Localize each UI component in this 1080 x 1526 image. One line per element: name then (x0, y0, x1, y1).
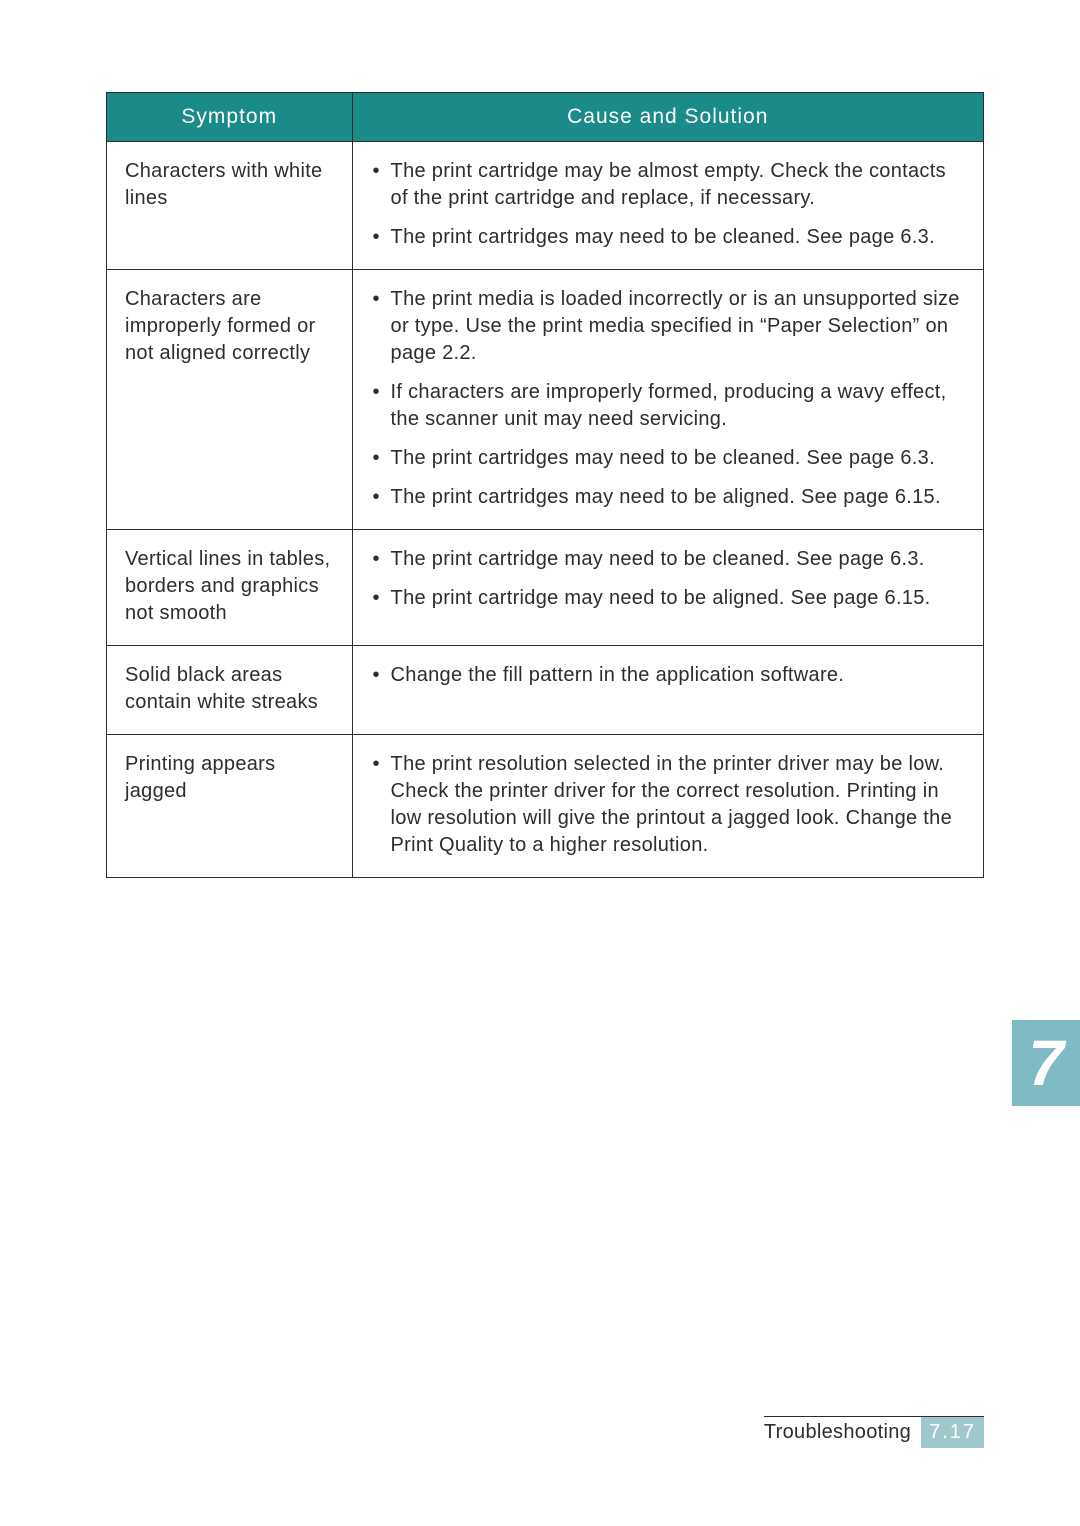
solution-item: The print cartridge may need to be clean… (371, 546, 961, 573)
page-footer: Troubleshooting 7.17 (0, 1416, 1080, 1448)
footer-group: Troubleshooting 7.17 (764, 1416, 984, 1448)
cause-cell: Change the fill pattern in the applicati… (352, 646, 983, 735)
cause-cell: The print media is loaded incorrectly or… (352, 270, 983, 530)
table-row: Characters with white lines The print car… (107, 142, 984, 270)
table-row: Characters are improperly formed or not … (107, 270, 984, 530)
solution-item: The print resolution selected in the pri… (371, 751, 961, 859)
cause-cell: The print resolution selected in the pri… (352, 735, 983, 878)
solution-item: The print cartridge may be almost empty.… (371, 158, 961, 212)
solution-list: Change the fill pattern in the applicati… (371, 662, 961, 689)
solution-item: The print media is loaded incorrectly or… (371, 286, 961, 367)
header-cause: Cause and Solution (352, 93, 983, 142)
table-header-row: Symptom Cause and Solution (107, 93, 984, 142)
table-row: Vertical lines in tables, borders and gr… (107, 530, 984, 646)
solution-list: The print media is loaded incorrectly or… (371, 286, 961, 511)
solution-item: The print cartridge may need to be align… (371, 585, 961, 612)
symptom-cell: Solid black areas contain white streaks (107, 646, 353, 735)
solution-item: The print cartridges may need to be alig… (371, 484, 961, 511)
symptom-cell: Characters with white lines (107, 142, 353, 270)
solution-item: If characters are improperly formed, pro… (371, 379, 961, 433)
table-row: Printing appears jaggedThe print resolut… (107, 735, 984, 878)
header-symptom: Symptom (107, 93, 353, 142)
footer-section-label: Troubleshooting (764, 1416, 921, 1444)
symptom-cell: Characters are improperly formed or not … (107, 270, 353, 530)
chapter-tab: 7 (1012, 1020, 1080, 1106)
cause-cell: The print cartridge may be almost empty.… (352, 142, 983, 270)
solution-list: The print resolution selected in the pri… (371, 751, 961, 859)
solution-item: The print cartridges may need to be clea… (371, 224, 961, 251)
symptom-cell: Printing appears jagged (107, 735, 353, 878)
cause-cell: The print cartridge may need to be clean… (352, 530, 983, 646)
solution-item: The print cartridges may need to be clea… (371, 445, 961, 472)
table-body: Characters with white lines The print car… (107, 142, 984, 878)
footer-page-number: 7.17 (921, 1416, 984, 1448)
solution-list: The print cartridge may need to be clean… (371, 546, 961, 612)
solution-item: Change the fill pattern in the applicati… (371, 662, 961, 689)
symptom-cell: Vertical lines in tables, borders and gr… (107, 530, 353, 646)
troubleshooting-table: Symptom Cause and Solution Characters wi… (106, 92, 984, 878)
table-row: Solid black areas contain white streaks C… (107, 646, 984, 735)
solution-list: The print cartridge may be almost empty.… (371, 158, 961, 251)
page-content: Symptom Cause and Solution Characters wi… (0, 0, 1080, 878)
